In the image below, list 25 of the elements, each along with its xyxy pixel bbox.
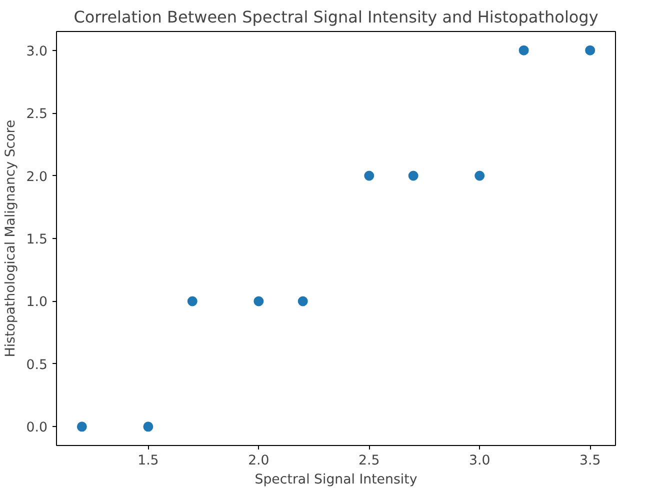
y-tick-label: 2.0	[26, 170, 48, 185]
x-tick-label: 2.5	[358, 454, 380, 468]
point	[298, 296, 308, 306]
y-axis-title: Histopathological Malignancy Score	[3, 120, 18, 358]
y-tick-label: 2.5	[26, 107, 48, 122]
point	[585, 45, 596, 56]
chart-title: Correlation Between Spectral Signal Intensity and Histopathology	[74, 8, 598, 26]
point	[254, 296, 264, 306]
point	[143, 422, 154, 432]
x-axis-title: Spectral Signal Intensity	[254, 472, 418, 488]
y-tick-label: 1.5	[26, 232, 48, 248]
point	[364, 170, 374, 181]
point	[518, 45, 529, 56]
x-tick-label: 2.0	[248, 454, 270, 468]
y-tick-label: 0.5	[26, 358, 48, 373]
x-tick-label: 3.5	[579, 454, 601, 468]
point	[408, 170, 418, 181]
point	[474, 170, 485, 181]
y-tick-label: 3.0	[26, 44, 48, 60]
point	[76, 422, 87, 432]
y-tick-label: 0.0	[26, 420, 48, 436]
x-tick-label: 3.0	[469, 454, 490, 468]
point	[187, 296, 198, 306]
x-tick-label: 1.5	[138, 454, 159, 468]
y-tick-label: 1.0	[26, 295, 48, 310]
